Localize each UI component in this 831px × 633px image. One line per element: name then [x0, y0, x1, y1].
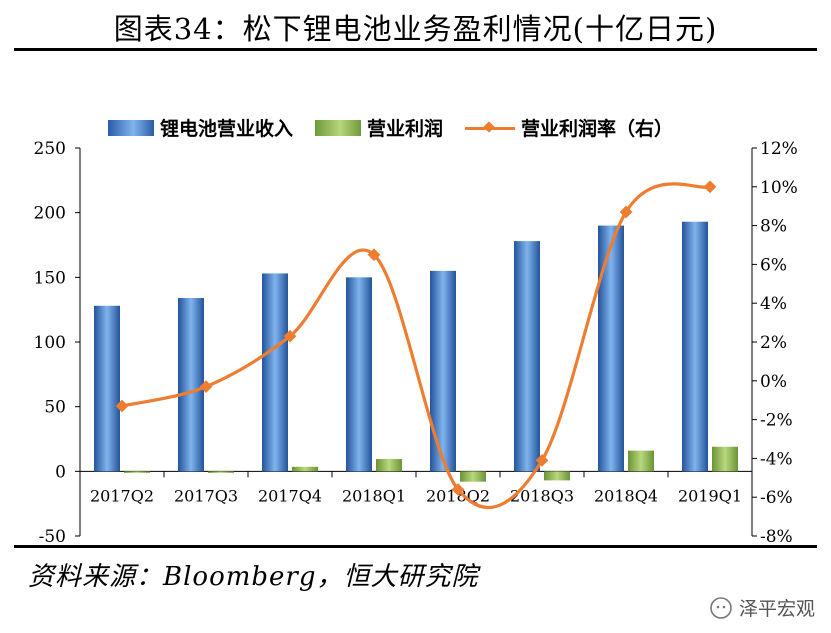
x-tick-label: 2018Q4 — [594, 486, 658, 505]
top-rule — [14, 48, 817, 51]
bar-profit — [460, 471, 486, 482]
y-right-tick-label: -2% — [760, 411, 793, 431]
legend-swatch-profit — [315, 119, 362, 136]
y-right-tick-label: -6% — [760, 488, 793, 508]
legend-label-profit: 营业利润 — [367, 118, 444, 140]
bar-revenue — [430, 270, 456, 472]
x-tick-label: 2018Q2 — [426, 486, 490, 505]
wechat-icon — [710, 596, 732, 619]
y-right-tick-label: 6% — [760, 255, 787, 275]
y-right-tick-label: 10% — [760, 178, 798, 198]
y-right-tick-label: 8% — [760, 217, 787, 237]
bar-revenue — [346, 277, 372, 472]
bar-revenue — [598, 225, 624, 472]
bar-profit — [712, 446, 738, 472]
y-left-tick-label: 0 — [55, 462, 66, 482]
point-margin — [367, 248, 381, 262]
line-margin — [121, 182, 711, 510]
y-left-tick-label: 250 — [34, 139, 66, 159]
bar-revenue — [514, 241, 540, 472]
source-note: 资料来源：Bloomberg，恒大研究院 — [28, 562, 479, 592]
y-left-tick-label: -50 — [39, 527, 66, 547]
y-left-tick-label: 50 — [44, 398, 66, 418]
y-right-tick-label: 4% — [760, 294, 787, 314]
bar-revenue — [682, 221, 708, 472]
y-left-tick-label: 100 — [34, 333, 66, 353]
chart-title: 图表34：松下锂电池业务盈利情况(十亿日元) — [113, 12, 718, 46]
point-margin — [451, 483, 465, 496]
y-right-tick-label: 0% — [760, 372, 787, 392]
x-tick-label: 2019Q1 — [678, 486, 742, 505]
x-tick-label: 2018Q1 — [342, 486, 406, 505]
watermark-text: 泽平宏观 — [738, 598, 815, 620]
bar-revenue — [94, 305, 120, 472]
bar-profit — [628, 450, 654, 472]
bar-revenue — [178, 298, 204, 472]
bar-profit — [376, 459, 402, 472]
point-margin — [703, 180, 717, 194]
legend-label-margin: 营业利润率（右） — [521, 118, 674, 140]
x-tick-label: 2017Q4 — [258, 486, 322, 505]
bar-profit — [544, 471, 570, 481]
point-margin — [115, 399, 129, 413]
legend-swatch-margin — [465, 121, 516, 135]
y-right-tick-label: -4% — [760, 449, 793, 469]
legend: 锂电池营业收入 营业利润 营业利润率（右） — [108, 114, 695, 141]
x-tick-label: 2017Q2 — [90, 486, 154, 505]
watermark: 泽平宏观 — [709, 594, 815, 621]
legend-item-revenue: 锂电池营业收入 — [108, 114, 293, 141]
legend-label-revenue: 锂电池营业收入 — [160, 118, 294, 140]
bar-revenue — [262, 273, 288, 472]
x-tick-label: 2018Q3 — [510, 486, 574, 505]
point-margin — [199, 380, 213, 393]
bottom-rule — [14, 545, 817, 548]
chart-plot: -50 0 50 100 150 200 250 -8% -6% -4% -2% 0% 2% 4% 6% 8%… — [34, 139, 798, 547]
y-left-tick-label: 200 — [34, 204, 66, 224]
x-tick-label: 2017Q3 — [174, 486, 238, 505]
y-right-tick-label: 12% — [760, 139, 798, 159]
bar-profit — [292, 466, 318, 472]
point-margin — [283, 329, 297, 343]
legend-swatch-revenue — [108, 119, 154, 136]
bar-profit — [208, 471, 234, 473]
y-left-tick-label: 150 — [34, 268, 66, 288]
y-right-tick-label: -8% — [760, 527, 793, 547]
legend-item-profit: 营业利润 — [315, 114, 443, 141]
legend-item-margin: 营业利润率（右） — [465, 114, 673, 141]
bar-profit — [124, 471, 150, 473]
y-right-tick-label: 2% — [760, 333, 787, 353]
